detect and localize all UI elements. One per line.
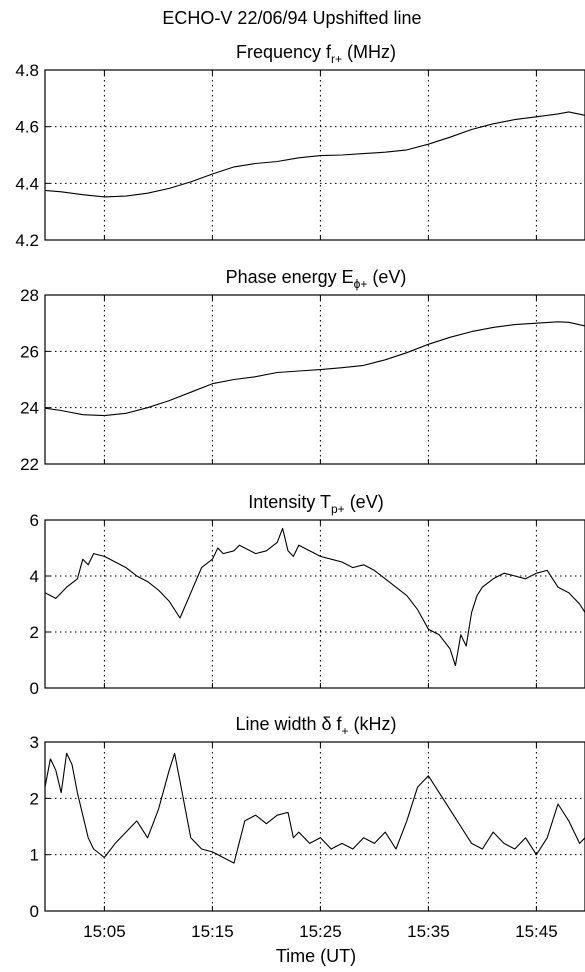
panel-3: Intensity Tp+ (eV) 0 2 4 6 [30,492,585,698]
panel-title-unit: (MHz) [342,42,396,62]
plot-frame [44,294,585,465]
x-tick-label: 15:15 [191,922,234,941]
panel-title-unit: (eV) [345,492,384,512]
series-line [44,111,585,198]
panel-title: Phase energy Eϕ+ (eV) [226,267,407,291]
panel-title-subscript: ϕ+ [354,277,368,291]
y-tick-label: 2 [30,623,39,642]
figure-title: ECHO-V 22/06/94 Upshifted line [162,8,421,28]
panel-title: Intensity Tp+ (eV) [248,492,383,516]
y-tick-label: 1 [30,846,39,865]
panel-title-main: Frequency f [236,42,332,62]
x-axis-label: Time (UT) [276,946,356,966]
x-tick-label: 15:35 [407,922,450,941]
panel-title-main: Phase energy E [226,267,354,287]
panel-title: Line width δ f+ (kHz) [235,714,396,738]
y-tick-label: 0 [30,679,39,698]
x-tick-label: 15:45 [515,922,558,941]
plot-frame [44,519,585,689]
panel-title-subscript: r+ [331,52,342,66]
panel-4: Line width δ f+ (kHz) 0 1 2 3 [30,714,585,921]
y-tick-label: 28 [20,286,39,305]
y-tick-label: 4.6 [15,118,39,137]
series-line [44,752,585,864]
panel-title-unit: (kHz) [349,714,397,734]
y-tick-label: 2 [30,789,39,808]
y-tick-label: 26 [20,342,39,361]
y-tick-label: 4.8 [15,61,39,80]
y-tick-label: 0 [30,902,39,921]
panel-title-main: Line width δ f [235,714,342,734]
y-tick-label: 24 [20,399,39,418]
y-tick-label: 4.2 [15,231,39,250]
panel-title-main: Intensity T [248,492,331,512]
panel-title-subscript: p+ [331,502,345,516]
x-tick-label: 15:05 [83,922,126,941]
y-tick-label: 3 [30,733,39,752]
panel-title-subscript: + [342,724,349,738]
panel-1: Frequency fr+ (MHz) 4.2 4.4 4.6 4.8 [15,42,585,250]
plot-frame [44,69,585,241]
y-tick-label: 6 [30,511,39,530]
series-line [44,527,585,667]
y-tick-label: 4.4 [15,174,39,193]
x-tick-label: 15:25 [299,922,342,941]
y-tick-label: 4 [30,567,39,586]
y-tick-label: 22 [20,455,39,474]
panel-2: Phase energy Eϕ+ (eV) 22 24 26 28 [20,267,585,474]
plot-frame [44,741,585,912]
series-line [44,321,585,417]
panel-title-unit: (eV) [367,267,406,287]
panel-title: Frequency fr+ (MHz) [236,42,396,66]
